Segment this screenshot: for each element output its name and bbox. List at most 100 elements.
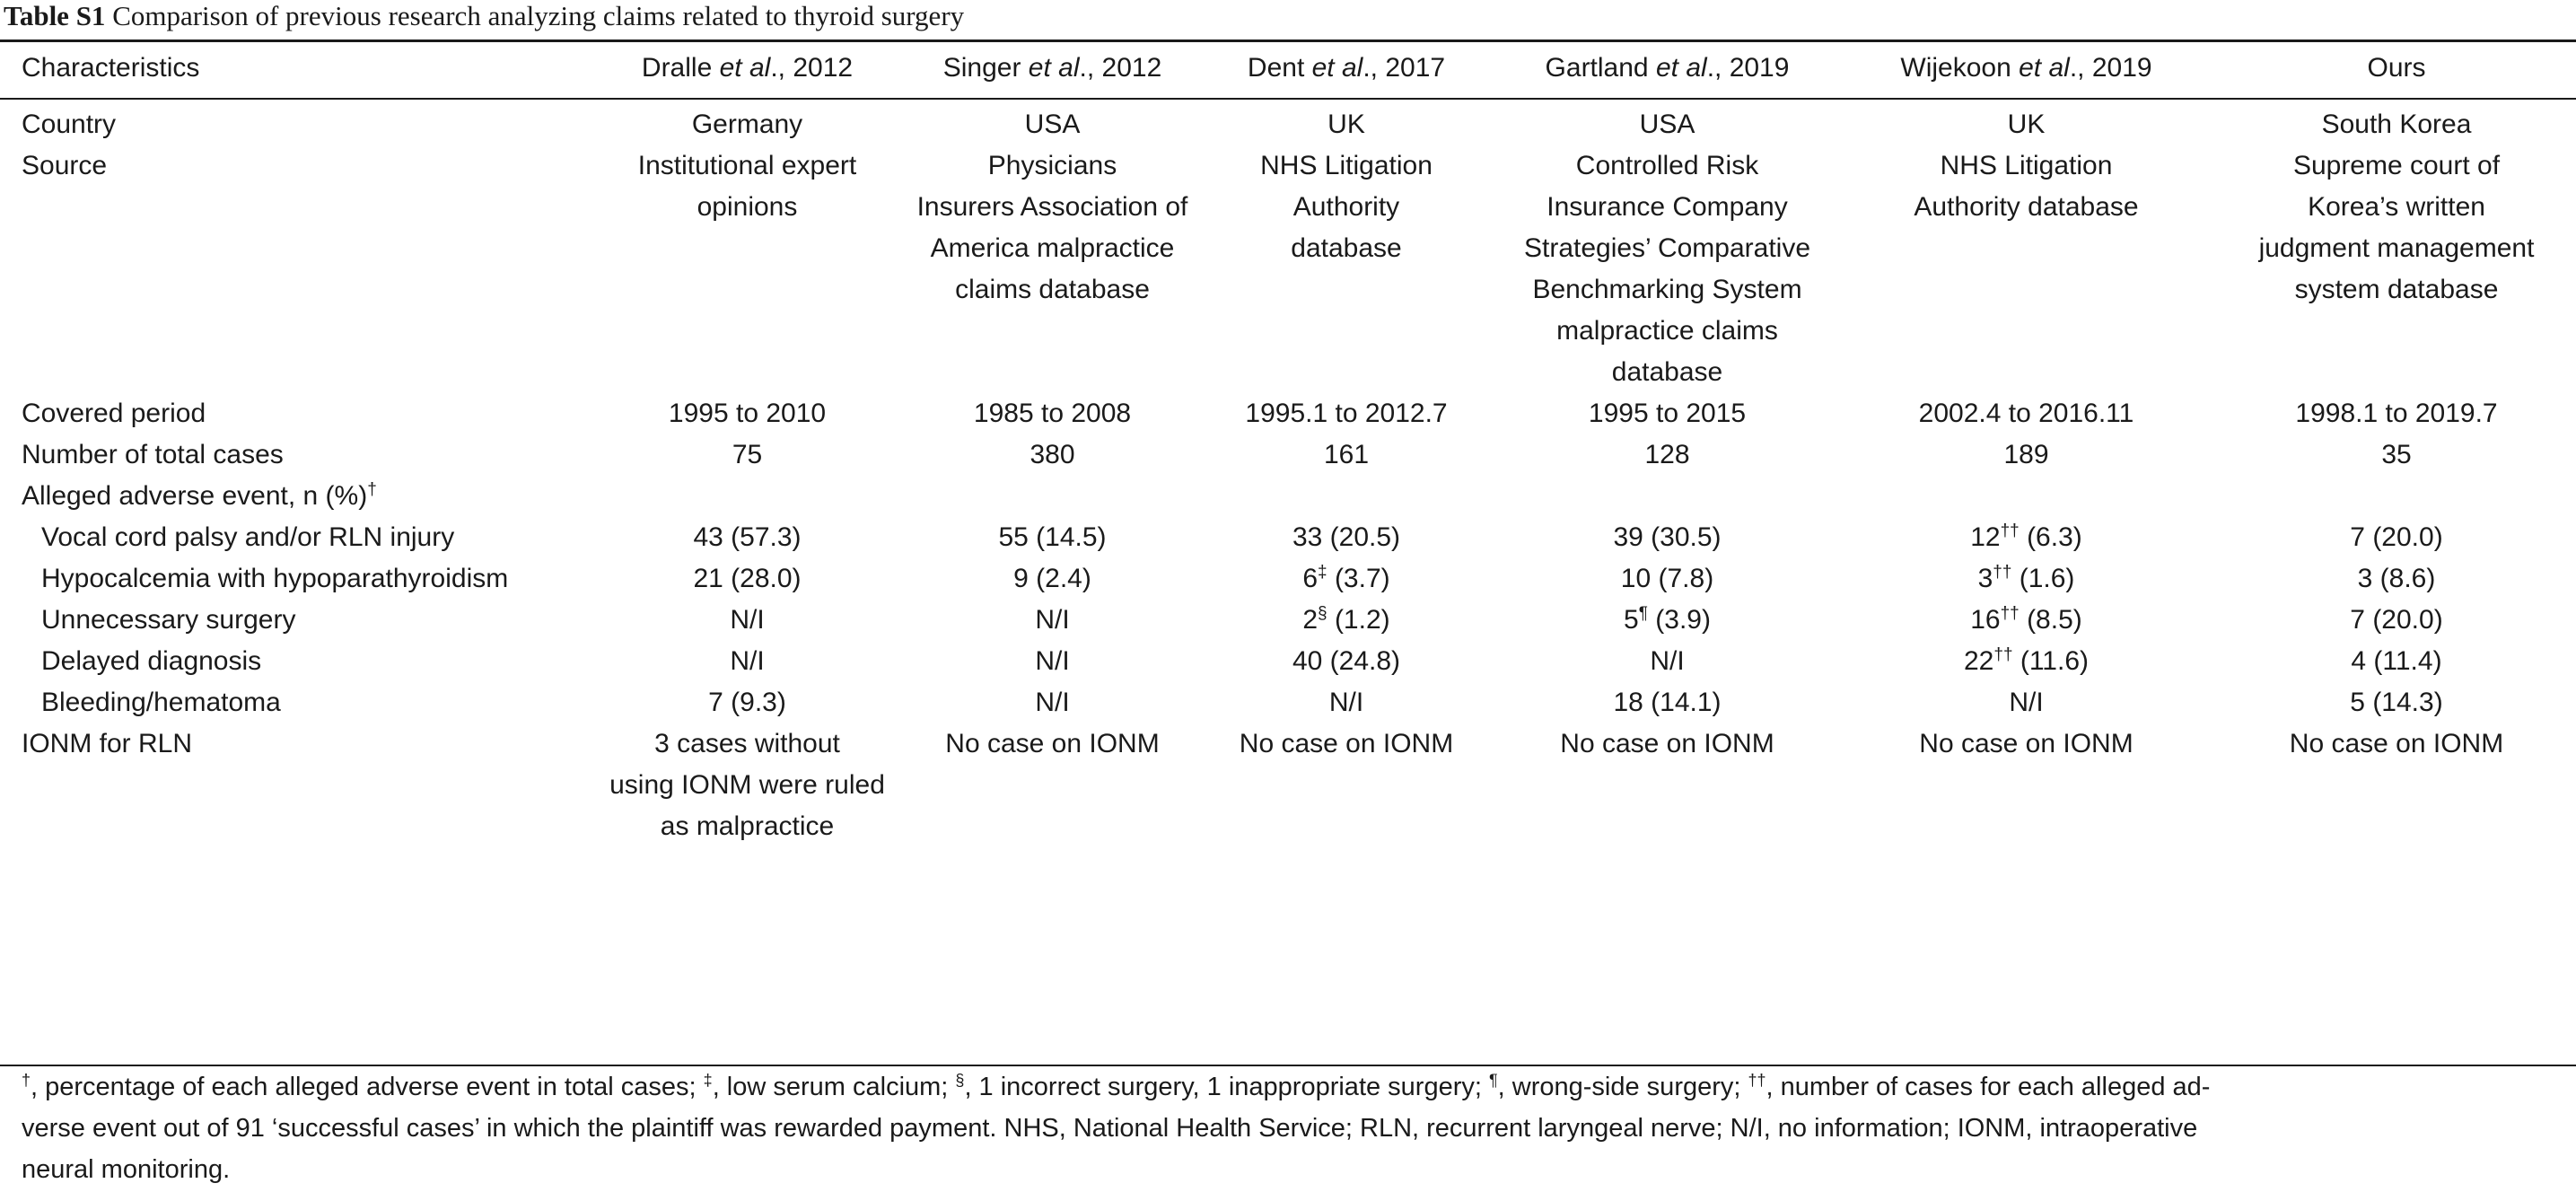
table-cell: 128	[1644, 440, 1690, 469]
table-cell: 189	[2003, 440, 2049, 469]
table-cell: 3 (8.6)	[2357, 564, 2436, 593]
row-label: Source	[22, 151, 108, 180]
table-footnote: †, percentage of each alleged adverse ev…	[22, 1066, 2553, 1190]
table-cell: 1995 to 2015	[1588, 399, 1747, 428]
table-cell: 2002.4 to 2016.11	[1918, 399, 2134, 428]
table-cell: Controlled Risk Insurance Company Strategi…	[1523, 151, 1811, 387]
row-label: Hypocalcemia with hypoparathyroidism	[41, 564, 509, 593]
footnote-line: verse event out of 91 ‘successful cases’…	[22, 1114, 2198, 1143]
table-cell: 7 (9.3)	[708, 688, 786, 717]
row-vocal-cord-palsy: Vocal cord palsy and/or RLN injury 43 (5…	[0, 517, 2576, 558]
table-cell: South Korea	[2321, 110, 2472, 139]
table-cell: NHS Litigation Authority database	[1260, 151, 1433, 263]
row-bleeding: Bleeding/hematoma 7 (9.3) N/I N/I 18 (14…	[0, 682, 2576, 723]
table-cell: 1995.1 to 2012.7	[1245, 399, 1448, 428]
table-cell: No case on IONM	[1239, 729, 1454, 758]
row-label: Bleeding/hematoma	[41, 688, 281, 717]
table-cell: 4 (11.4)	[2351, 646, 2442, 676]
table-caption: Table S1 Comparison of previous research…	[4, 0, 964, 32]
table-cell: 10 (7.8)	[1620, 564, 1714, 593]
row-unnecessary-surgery: Unnecessary surgery N/I N/I 2§ (1.2) 5¶ …	[0, 600, 2576, 641]
row-label: Vocal cord palsy and/or RLN injury	[41, 522, 455, 552]
table-cell: Physicians Insurers Association of America…	[916, 151, 1188, 304]
footnote-line: neural monitoring.	[22, 1155, 231, 1184]
table-cell: N/I	[1650, 646, 1685, 676]
bottom-rule	[0, 1065, 2576, 1066]
header-characteristics: Characteristics	[22, 53, 200, 83]
table-cell: No case on IONM	[945, 729, 1160, 758]
row-ionm: IONM for RLN 3 cases without using IONM w…	[0, 723, 2576, 847]
comparison-table: Characteristics Dralle et al., 2012 Sing…	[0, 43, 2576, 847]
table-cell: 55 (14.5)	[998, 522, 1107, 552]
table-cell: 16†† (8.5)	[1970, 604, 2082, 635]
table-cell: 5 (14.3)	[2350, 688, 2443, 717]
header-study: Dralle et al., 2012	[641, 53, 854, 83]
row-delayed-diagnosis: Delayed diagnosis N/I N/I 40 (24.8) N/I …	[0, 641, 2576, 682]
table-cell: Supreme court of Korea’s written judgment …	[2258, 151, 2535, 304]
row-alleged-adverse-event: Alleged adverse event, n (%)†	[0, 476, 2576, 517]
table-cell: 3†† (1.6)	[1977, 563, 2075, 593]
row-label: Alleged adverse event, n (%)†	[22, 480, 377, 511]
table-cell: 6‡ (3.7)	[1302, 563, 1390, 593]
row-country: Country Germany USA UK USA UK South Kore…	[0, 97, 2576, 145]
table-cell: USA	[1024, 110, 1081, 139]
table-cell: 7 (20.0)	[2350, 605, 2443, 635]
table-cell: 35	[2381, 440, 2412, 469]
header-study: Singer et al., 2012	[942, 53, 1162, 83]
table-cell: N/I	[1035, 605, 1070, 635]
table-cell: N/I	[1328, 688, 1364, 717]
table-cell: 3 cases without using IONM were ruled as m…	[609, 729, 885, 841]
table-cell: Institutional expert opinions	[637, 151, 857, 222]
table-cell: 7 (20.0)	[2350, 522, 2443, 552]
caption-label: Table S1	[4, 0, 106, 31]
table-cell: 18 (14.1)	[1613, 688, 1722, 717]
table-cell: No case on IONM	[2289, 729, 2504, 758]
header-ours: Ours	[2367, 53, 2426, 83]
row-source: Source Institutional expert opinions Phys…	[0, 145, 2576, 393]
table-cell: No case on IONM	[1919, 729, 2134, 758]
table-cell: No case on IONM	[1560, 729, 1774, 758]
table-cell: N/I	[730, 646, 765, 676]
table-cell: UK	[2007, 110, 2046, 139]
header-study: Wijekoon et al., 2019	[1900, 53, 2152, 83]
table-cell: 1985 to 2008	[973, 399, 1132, 428]
table-cell: 21 (28.0)	[693, 564, 802, 593]
header-study: Gartland et al., 2019	[1545, 53, 1790, 83]
table-cell: 22†† (11.6)	[1964, 645, 2089, 676]
header-study: Dent et al., 2017	[1247, 53, 1446, 83]
table-cell: NHS Litigation Authority database	[1914, 151, 2139, 222]
table-cell: 5¶ (3.9)	[1624, 604, 1711, 635]
table-cell: N/I	[730, 605, 765, 635]
table-cell: 43 (57.3)	[693, 522, 802, 552]
footnote-line: †, percentage of each alleged adverse ev…	[22, 1071, 2211, 1101]
row-label: Number of total cases	[22, 440, 284, 469]
caption-text: Comparison of previous research analyzin…	[112, 0, 965, 31]
row-covered-period: Covered period 1995 to 2010 1985 to 2008…	[0, 393, 2576, 434]
table-cell: UK	[1327, 110, 1365, 139]
table-cell: 2§ (1.2)	[1302, 604, 1390, 635]
table-cell: N/I	[1035, 646, 1070, 676]
row-hypocalcemia: Hypocalcemia with hypoparathyroidism 21 …	[0, 558, 2576, 600]
table-cell: 161	[1323, 440, 1370, 469]
header-row: Characteristics Dralle et al., 2012 Sing…	[0, 43, 2576, 97]
table-cell: 380	[1030, 440, 1075, 469]
table-cell: 12†† (6.3)	[1970, 522, 2082, 552]
table-cell: Germany	[691, 110, 803, 139]
table-cell: N/I	[2009, 688, 2044, 717]
table-cell: N/I	[1035, 688, 1070, 717]
row-label: Country	[22, 110, 117, 139]
row-label: Delayed diagnosis	[41, 646, 262, 676]
table-cell: 40 (24.8)	[1292, 646, 1401, 676]
table-cell: 1995 to 2010	[668, 399, 827, 428]
table-cell: 33 (20.5)	[1292, 522, 1401, 552]
row-total-cases: Number of total cases 75 380 161 128 189…	[0, 434, 2576, 476]
table-cell: 9 (2.4)	[1013, 564, 1091, 593]
table-cell: 1998.1 to 2019.7	[2295, 399, 2498, 428]
table-cell: USA	[1639, 110, 1695, 139]
row-label: IONM for RLN	[22, 729, 193, 758]
row-label: Covered period	[22, 399, 206, 428]
table-cell: 75	[732, 440, 763, 469]
table-cell: 39 (30.5)	[1613, 522, 1722, 552]
top-rule	[0, 39, 2576, 42]
